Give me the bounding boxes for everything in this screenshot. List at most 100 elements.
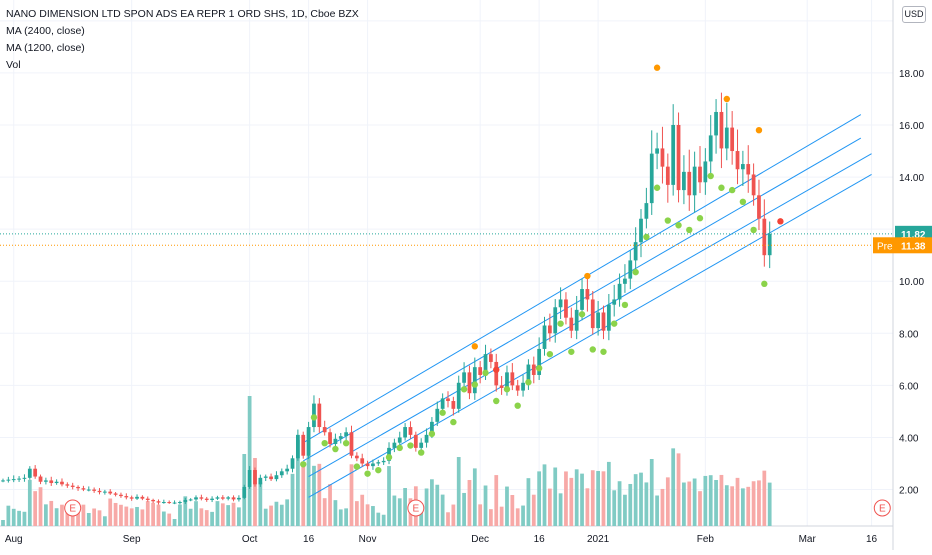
candle-body[interactable] [269,476,273,480]
candle-body[interactable] [231,497,236,500]
candle-body[interactable] [301,434,306,456]
candle-body[interactable] [456,382,461,409]
candle-body[interactable] [767,233,772,256]
legend-volume[interactable]: Vol [6,59,21,71]
candle-body[interactable] [172,502,177,504]
candle-body[interactable] [119,494,123,497]
candle-body[interactable] [6,479,11,481]
candle-body[interactable] [183,499,188,503]
candle-body[interactable] [365,463,370,467]
candle-body[interactable] [1,480,5,482]
candle-body[interactable] [537,348,542,375]
candle-body[interactable] [296,434,300,459]
candle-body[interactable] [237,497,241,500]
candle-body[interactable] [220,497,225,499]
candle-body[interactable] [204,498,209,500]
candle-body[interactable] [38,476,43,482]
candle-body[interactable] [655,148,659,154]
candle-body[interactable] [596,312,600,329]
candle-body[interactable] [188,499,193,501]
candle-body[interactable] [140,496,145,499]
candle-body[interactable] [376,462,381,464]
candle-body[interactable] [129,497,134,499]
candle-body[interactable] [124,496,129,498]
candle-body[interactable] [145,498,150,500]
candle-body[interactable] [741,164,745,170]
candle-body[interactable] [194,497,198,500]
candle-body[interactable] [419,442,424,448]
candle-body[interactable] [253,470,257,485]
candle-body[interactable] [451,401,456,409]
candle-body[interactable] [462,372,466,383]
candle-body[interactable] [424,434,429,443]
candle-body[interactable] [585,289,590,300]
candle-body[interactable] [564,299,568,318]
candle-body[interactable] [510,372,515,386]
candle-body[interactable] [644,203,649,219]
candle-body[interactable] [27,468,32,478]
candle-body[interactable] [44,480,48,482]
candle-body[interactable] [54,481,59,484]
candle-body[interactable] [494,361,499,386]
candle-body[interactable] [639,218,643,243]
candle-body[interactable] [628,260,633,279]
candle-body[interactable] [97,490,102,493]
candle-body[interactable] [263,476,268,478]
candle-body[interactable] [408,427,413,435]
candle-body[interactable] [290,458,295,469]
candle-body[interactable] [247,470,252,487]
earnings-marker[interactable] [407,499,425,517]
candle-body[interactable] [403,427,407,438]
candle-body[interactable] [698,166,702,183]
candle-body[interactable] [472,367,477,394]
candle-body[interactable] [210,498,214,500]
candle-body[interactable] [279,471,284,476]
candle-body[interactable] [413,434,418,448]
candle-body[interactable] [381,460,386,463]
candle-body[interactable] [633,242,638,261]
candle-body[interactable] [33,468,38,477]
candle-body[interactable] [349,432,354,456]
candle-body[interactable] [333,438,338,444]
candle-body[interactable] [542,325,547,349]
earnings-marker[interactable] [64,499,82,517]
candle-body[interactable] [746,164,751,175]
candle-body[interactable] [242,486,247,498]
candle-body[interactable] [167,502,172,504]
candle-body[interactable] [258,477,263,485]
candle-body[interactable] [113,493,118,495]
channel-line[interactable] [302,114,862,444]
candle-body[interactable] [601,312,606,331]
candle-body[interactable] [553,307,558,334]
candle-body[interactable] [11,479,16,481]
candle-body[interactable] [446,398,450,402]
candle-body[interactable] [724,127,729,149]
candle-body[interactable] [623,278,627,284]
pre-market-tag[interactable] [873,237,932,254]
candle-body[interactable] [81,488,86,490]
candle-body[interactable] [70,485,75,487]
candle-body[interactable] [371,463,375,467]
candle-body[interactable] [676,124,681,191]
candle-body[interactable] [703,161,708,183]
legend-ma-2400[interactable]: MA (2400, close) [6,25,85,37]
candle-body[interactable] [719,111,724,149]
candle-body[interactable] [531,364,536,375]
candle-body[interactable] [322,427,327,433]
candle-body[interactable] [665,166,670,185]
earnings-marker[interactable] [873,499,891,517]
candle-body[interactable] [735,151,740,170]
candle-body[interactable] [483,354,488,375]
candle-body[interactable] [505,372,509,388]
channel-line[interactable] [308,153,872,477]
candle-body[interactable] [649,153,654,204]
candle-body[interactable] [612,299,617,305]
candle-body[interactable] [606,304,611,331]
candle-body[interactable] [338,436,343,439]
candle-body[interactable] [135,496,139,499]
candle-body[interactable] [60,481,64,485]
candle-body[interactable] [49,480,54,484]
candle-body[interactable] [151,499,155,502]
candle-body[interactable] [199,497,204,499]
